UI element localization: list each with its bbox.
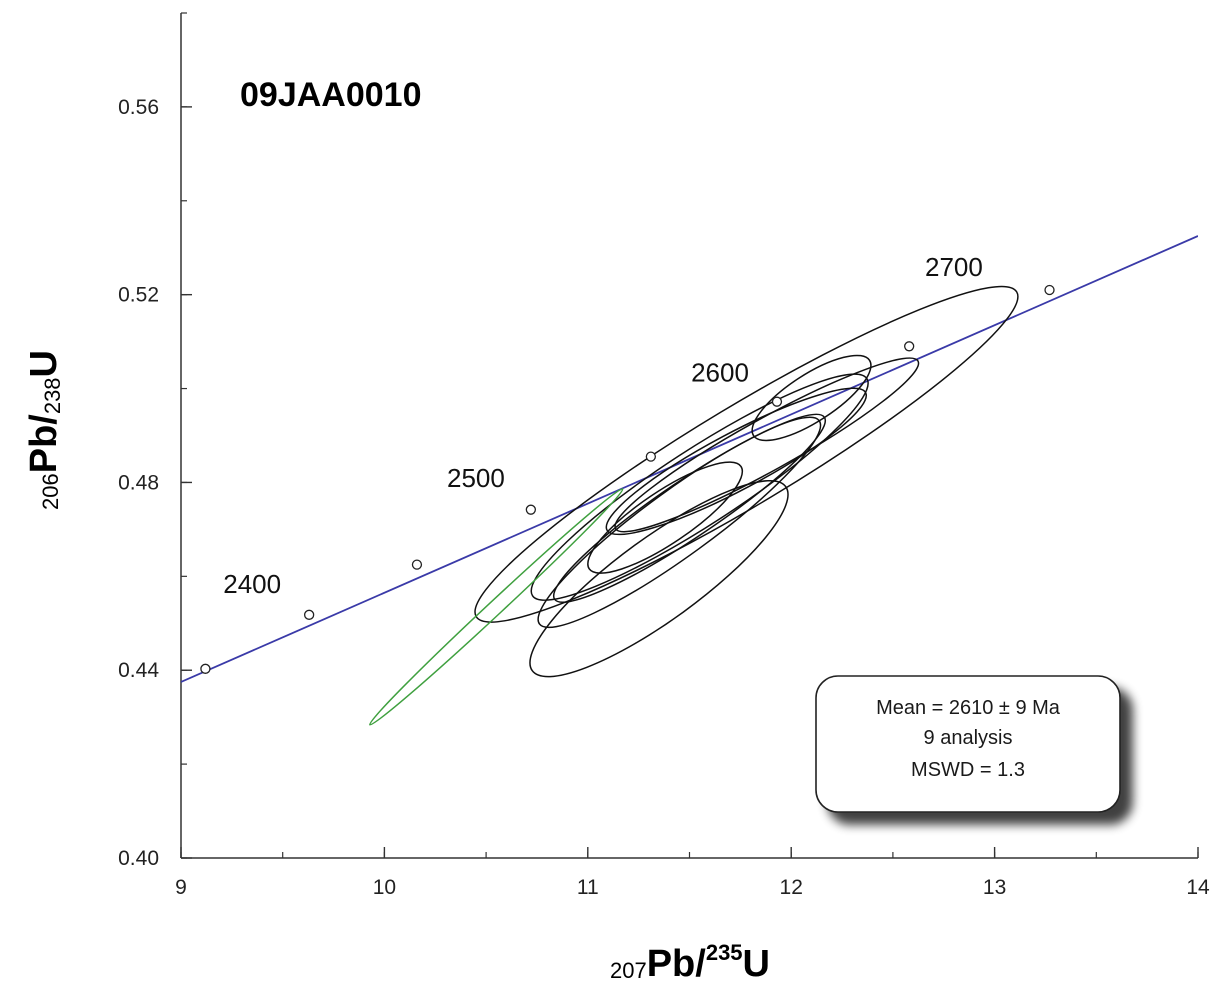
x-axis-title: 207Pb/235U xyxy=(610,940,770,985)
x-axis-title-end: U xyxy=(743,943,770,985)
x-axis-title-superscript: 235 xyxy=(706,940,743,965)
concordia-age-marker xyxy=(303,609,315,620)
error-ellipse xyxy=(474,285,1019,623)
error-ellipse xyxy=(605,387,868,536)
y-tick-label: 0.56 xyxy=(118,96,159,119)
x-tick-label: 11 xyxy=(577,876,599,899)
concordia-age-label: 2500 xyxy=(447,463,505,493)
y-tick-label: 0.52 xyxy=(118,284,159,307)
y-axis-title-prefix: 206 xyxy=(38,473,63,510)
error-ellipse xyxy=(552,413,827,603)
error-ellipse xyxy=(368,488,624,726)
stats-mean: Mean = 2610 ± 9 Ma xyxy=(876,697,1061,719)
x-tick-label: 12 xyxy=(780,876,803,899)
error-ellipse xyxy=(614,357,920,533)
x-tick-label: 10 xyxy=(373,876,396,899)
chart-title: 09JAA0010 xyxy=(240,76,421,114)
concordia-age-label: 2700 xyxy=(925,252,983,282)
error-ellipse xyxy=(751,354,872,442)
stats-analysis-count: 9 analysis xyxy=(924,727,1013,749)
stats-mswd: MSWD = 1.3 xyxy=(911,759,1025,781)
y-tick-label: 0.48 xyxy=(118,471,159,494)
x-tick-label: 9 xyxy=(175,876,187,899)
concordia-age-marker xyxy=(200,663,211,674)
y-axis-title: 206Pb/238U xyxy=(23,350,65,510)
concordia-age-marker xyxy=(904,341,915,352)
concordia-age-label: 2600 xyxy=(691,358,749,388)
error-ellipse xyxy=(529,479,789,678)
x-axis-title-main: Pb/ xyxy=(647,943,707,985)
axes xyxy=(180,12,1199,859)
stats-box-frame xyxy=(815,675,1121,813)
concordia-age-marker xyxy=(525,504,536,515)
concordia-line xyxy=(181,235,1198,683)
y-axis-title-main: Pb/ xyxy=(23,414,65,474)
plot-area xyxy=(181,235,1198,726)
x-axis-title-prefix: 207 xyxy=(610,958,647,983)
y-axis-title-subscript: 238 xyxy=(40,377,65,414)
concordia-age-marker xyxy=(1044,284,1055,296)
concordia-age-label: 2400 xyxy=(223,569,281,599)
x-tick-label: 14 xyxy=(1186,876,1210,899)
concordia-age-marker xyxy=(411,559,423,570)
concordia-age-marker xyxy=(645,451,657,462)
error-ellipse xyxy=(530,373,869,601)
y-axis-title-end: U xyxy=(23,350,65,377)
y-tick-label: 0.44 xyxy=(118,659,159,682)
x-tick-label: 13 xyxy=(983,876,1006,899)
stats-box: Mean = 2610 ± 9 Ma 9 analysis MSWD = 1.3 xyxy=(815,675,1121,813)
error-ellipse xyxy=(537,416,822,629)
concordia-age-marker xyxy=(771,396,783,407)
error-ellipse xyxy=(587,461,744,574)
labels: 9 10 11 12 13 14 0.40 0.44 0.48 0.52 0.56 2400 2500 2… xyxy=(118,96,1210,899)
y-tick-label: 0.40 xyxy=(118,847,159,870)
